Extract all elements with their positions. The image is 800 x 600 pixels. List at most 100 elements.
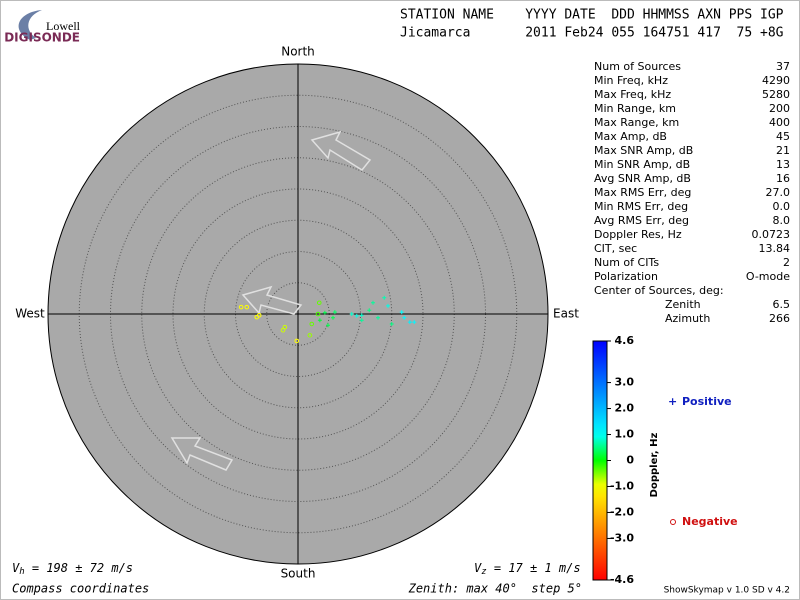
- source-positive: [332, 310, 337, 315]
- vh-symbol: V: [12, 561, 20, 575]
- stat-value: 0.0723: [752, 228, 791, 241]
- colorbar-tick-label: -3.0: [610, 531, 634, 544]
- stat-label: Num of Sources: [594, 60, 681, 73]
- source-positive: [354, 313, 359, 318]
- zenith-value: 6.5: [773, 298, 791, 311]
- source-negative: [282, 324, 288, 330]
- stat-value: 4290: [762, 74, 790, 87]
- stats-table: Num of Sources 37 Min Freq, kHz 4290 Max Fre…: [594, 60, 790, 283]
- stat-label: Min RMS Err, deg: [594, 200, 688, 213]
- stat-label: Avg RMS Err, deg: [594, 214, 689, 227]
- source-positive: [367, 308, 372, 313]
- positive-symbol: +: [668, 395, 677, 408]
- source-negative: [316, 300, 322, 306]
- source-positive: [349, 312, 354, 316]
- stat-label: Max SNR Amp, dB: [594, 144, 693, 157]
- stat-value: 8.0: [773, 214, 791, 227]
- source-positive: [359, 313, 364, 318]
- azimuth-label: Azimuth: [665, 312, 710, 325]
- source-negative: [307, 332, 313, 338]
- arrow: [310, 130, 372, 171]
- stat-value: O-mode: [746, 270, 790, 283]
- source-negative: [309, 321, 315, 327]
- colorbar-tick-label: -4.6: [610, 573, 634, 586]
- colorbar-tick-label: 3.0: [615, 376, 635, 389]
- stat-label: Polarization: [594, 270, 658, 283]
- arrow: [241, 285, 303, 315]
- positive-label: Positive: [682, 395, 732, 408]
- stat-value: 5280: [762, 88, 790, 101]
- vh: Vh = 198 ± 72 m/s: [12, 561, 133, 577]
- stat-label: CIT, sec: [594, 242, 637, 255]
- logo-top: Lowell: [46, 19, 81, 33]
- south-label: South: [281, 567, 316, 581]
- source-positive: [402, 315, 407, 320]
- negative-label: Negative: [682, 515, 738, 528]
- stat-label: Min SNR Amp, dB: [594, 158, 690, 171]
- motion-arrows: [170, 130, 372, 471]
- vz: Vz = 17 ± 1 m/s: [474, 561, 581, 577]
- source-negative: [315, 311, 321, 317]
- source-positive: [371, 300, 375, 305]
- stat-label: Doppler Res, Hz: [594, 228, 682, 241]
- source-negative: [256, 312, 262, 318]
- source-positive: [382, 295, 387, 300]
- sources: [238, 295, 417, 344]
- stat-value: 16: [776, 172, 790, 185]
- header-columns: STATION NAME YYYY DATE DDD HHMMSS AXN PP…: [400, 8, 784, 23]
- stat-label: Max Freq, kHz: [594, 88, 671, 101]
- azimuth-value: 266: [769, 312, 790, 325]
- colorbar-tick-label: 1.0: [615, 428, 635, 441]
- source-negative: [244, 304, 250, 310]
- east-label: East: [553, 307, 579, 321]
- source-negative: [294, 338, 300, 344]
- colorbar-tick-label: -1.0: [610, 479, 634, 492]
- source-positive: [376, 315, 380, 320]
- colorbar: [592, 340, 608, 581]
- stat-value: 45: [776, 130, 790, 143]
- stat-label: Max Amp, dB: [594, 130, 667, 143]
- stat-value: 400: [769, 116, 790, 129]
- stat-label: Max RMS Err, deg: [594, 186, 691, 199]
- source-positive: [317, 318, 322, 323]
- coords-note: Compass coordinates: [12, 582, 149, 596]
- colorbar-tick-label: -2.0: [610, 505, 634, 518]
- source-positive: [399, 310, 404, 315]
- vh-text: = 198 ± 72 m/s: [25, 561, 133, 575]
- colorbar-tick-label: 0: [626, 454, 634, 467]
- negative-symbol: [670, 519, 676, 525]
- colorbar-tick-label: 2.0: [615, 402, 635, 415]
- vh-sub: h: [19, 567, 24, 577]
- stat-value: 200: [769, 102, 790, 115]
- logo-swoosh: [18, 10, 42, 40]
- source-positive: [386, 303, 390, 308]
- stat-value: 37: [776, 60, 790, 73]
- zenith-label: Zenith: [665, 298, 701, 311]
- vz-symbol: V: [474, 561, 482, 575]
- stat-label: Num of CITs: [594, 256, 659, 269]
- stat-value: 2: [783, 256, 790, 269]
- colorbar-tick-label: 4.6: [615, 334, 635, 347]
- stat-value: 0.0: [773, 200, 791, 213]
- vz-sub: z: [481, 567, 486, 577]
- colorbar-ticks: 4.6 3.0 2.0 1.0 0 -1.0 -2.0 -3.0 -4.6: [607, 334, 634, 586]
- source-positive: [389, 322, 394, 326]
- stat-value: 13.84: [759, 242, 791, 255]
- source-positive: [322, 310, 327, 315]
- source-negative: [238, 304, 244, 310]
- source-positive: [326, 323, 330, 328]
- source-positive: [407, 320, 412, 325]
- stat-label: Max Range, km: [594, 116, 679, 129]
- header-values: Jicamarca 2011 Feb24 055 164751 417 75 +…: [400, 26, 784, 41]
- west-label: West: [15, 307, 45, 321]
- center-title: Center of Sources, deg:: [594, 284, 724, 297]
- stat-value: 27.0: [766, 186, 791, 199]
- source-positive: [331, 315, 335, 320]
- source-positive: [359, 318, 364, 323]
- colorbar-label: Doppler, Hz: [649, 433, 660, 498]
- zenith-note: Zenith: max 40° step 5°: [408, 582, 582, 596]
- logo-bottom: DIGISONDE: [4, 31, 80, 45]
- stat-label: Min Freq, kHz: [594, 74, 668, 87]
- version: ShowSkymap v 1.0 SD v 4.2: [664, 586, 790, 596]
